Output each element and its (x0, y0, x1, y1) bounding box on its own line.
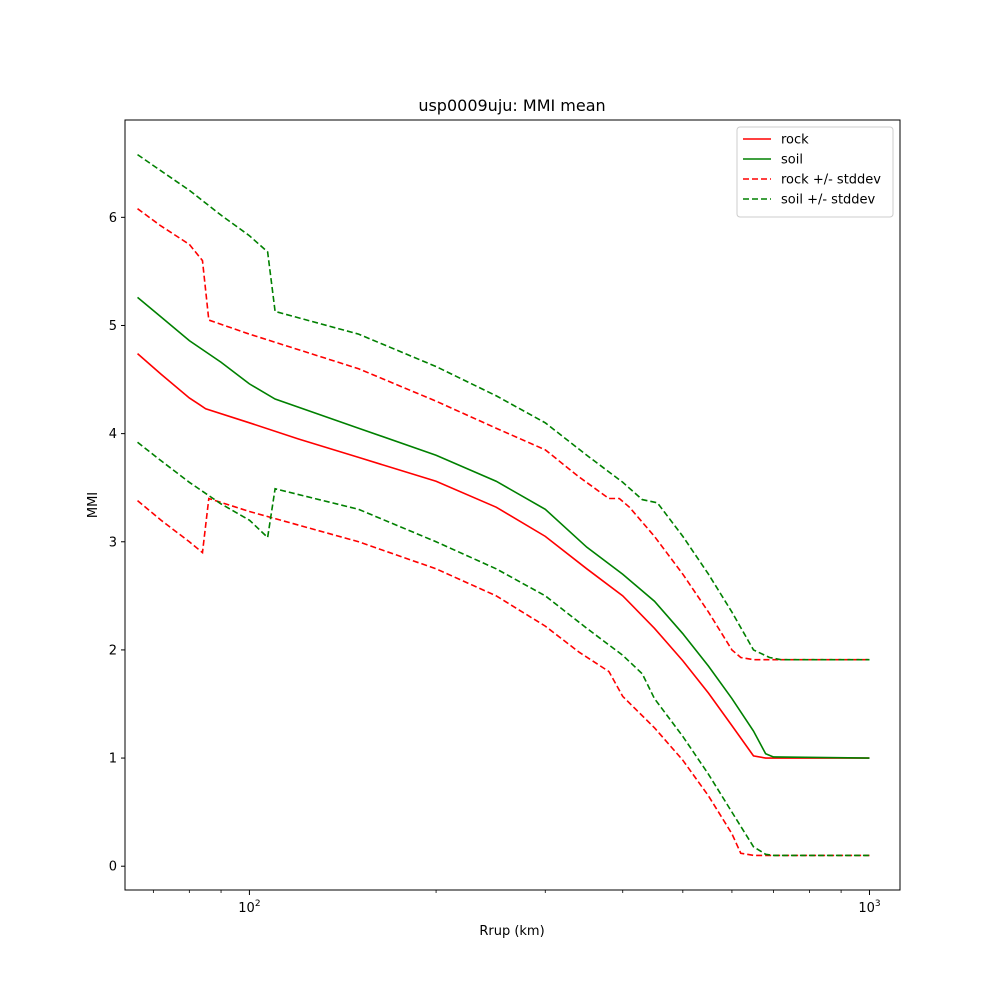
series-line-4 (137, 153, 870, 661)
legend-label: soil (781, 153, 803, 168)
x-tick-label: 103 (858, 899, 880, 916)
y-axis-label: MMI (86, 492, 101, 518)
ticks-layer: 0 1 2 3 4 5 6 102 103 (109, 211, 881, 916)
series-line-1 (137, 296, 870, 759)
series-line-5 (137, 441, 870, 857)
x-axis-label: Rrup (km) (479, 924, 544, 939)
chart-title: usp0009uju: MMI mean (418, 96, 605, 115)
y-tick-label: 1 (109, 752, 117, 767)
series-line-3 (137, 497, 870, 857)
y-tick-label: 4 (109, 427, 117, 442)
legend-box (736, 126, 894, 218)
legend-label: soil +/- stddev (781, 193, 876, 208)
y-tick-label: 5 (109, 319, 117, 334)
legend: rock soil rock +/- stddev soil +/- stddev (736, 126, 894, 218)
y-tick-label: 0 (109, 860, 117, 875)
legend-label: rock (781, 133, 809, 148)
series-line-2 (137, 208, 870, 661)
plot-frame (124, 119, 901, 891)
series-layer (137, 153, 870, 857)
legend-label: rock +/- stddev (781, 173, 881, 188)
series-line-0 (137, 352, 870, 759)
y-tick-label: 2 (109, 643, 117, 658)
y-tick-label: 3 (109, 535, 117, 550)
x-tick-label: 102 (238, 899, 260, 916)
y-tick-label: 6 (109, 211, 117, 226)
